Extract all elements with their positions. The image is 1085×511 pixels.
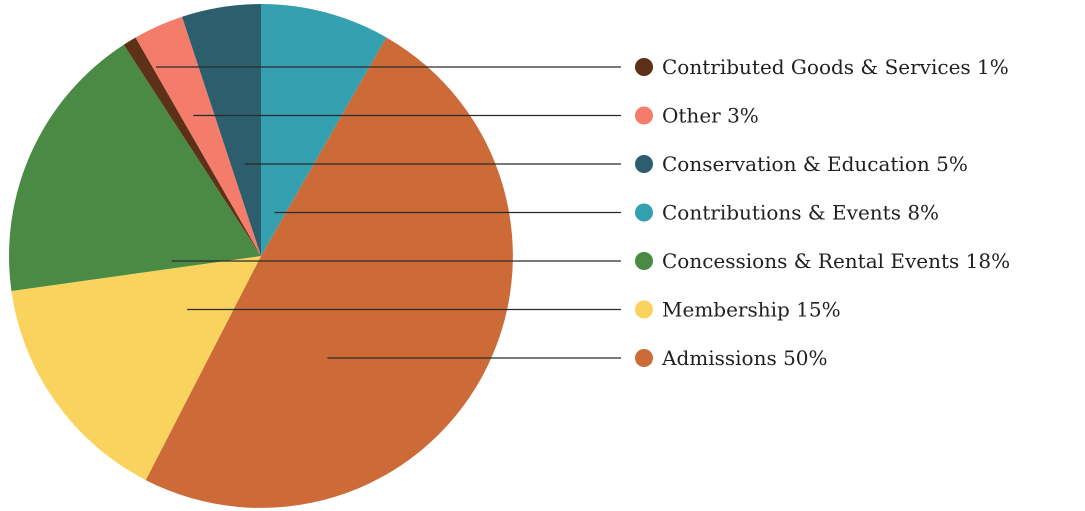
legend-label-conservation-and-education: Conservation & Education 5%	[662, 152, 968, 176]
legend-label-other: Other 3%	[662, 104, 759, 128]
legend-label-contributions-and-events: Contributions & Events 8%	[662, 201, 939, 225]
legend-marker-admissions	[635, 349, 653, 367]
pie-slice-other	[135, 16, 261, 256]
pie-slice-admissions	[145, 37, 513, 508]
legend-label-concessions-and-rental-events: Concessions & Rental Events 18%	[662, 249, 1010, 273]
pie-slice-contributed-goods-and-services	[123, 37, 261, 256]
legend-marker-conservation-and-education	[635, 155, 653, 173]
pie-slice-membership	[11, 256, 262, 481]
legend-label-membership: Membership 15%	[662, 298, 841, 322]
pie-slices	[9, 3, 513, 508]
legend-label-admissions: Admissions 50%	[661, 346, 828, 370]
legend-marker-contributed-goods-and-services	[635, 58, 653, 76]
legend-marker-membership	[635, 300, 653, 319]
pie-slice-concessions-and-rental-events	[9, 44, 262, 292]
legend-marker-contributions-and-events	[635, 203, 653, 222]
legend: Contributed Goods & Services 1% Other 3% C…	[635, 55, 1010, 370]
legend-label-contributed-goods-and-services: Contributed Goods & Services 1%	[662, 55, 1009, 79]
legend-marker-other	[635, 106, 653, 125]
leader-lines	[155, 66, 621, 359]
legend-marker-concessions-and-rental-events	[635, 252, 653, 270]
